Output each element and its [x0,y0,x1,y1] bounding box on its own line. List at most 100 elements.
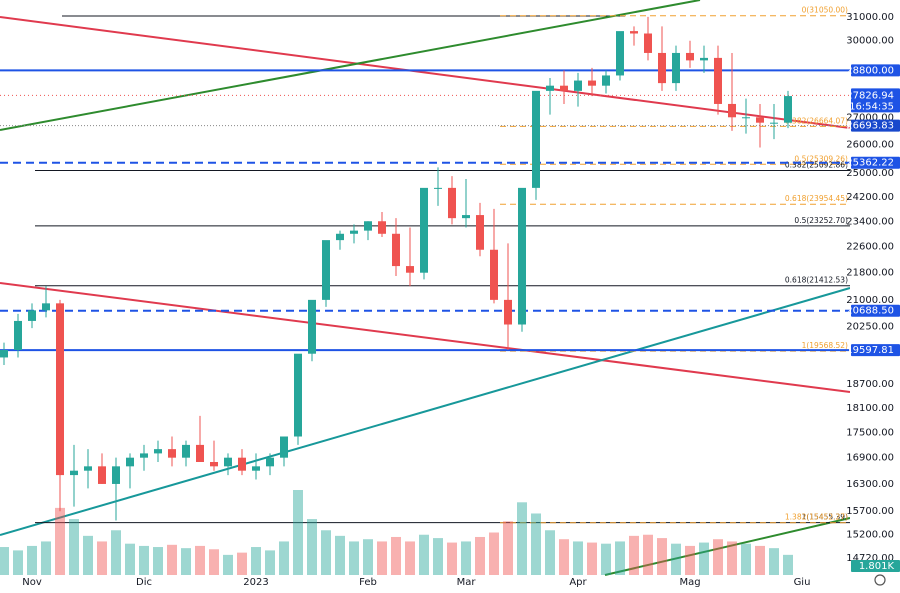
fib-label: 0.618(23954.45) [785,194,848,203]
price-line-label: 19597.81 [846,345,894,356]
y-tick-label: 18100.00 [846,403,894,414]
volume-bar [405,541,415,575]
y-tick-label: 30000.00 [846,36,894,47]
trend-line [0,0,701,131]
volume-bar [629,535,639,575]
volume-bar [573,541,583,575]
candle-body [224,457,232,467]
candle-body [322,240,330,300]
volume-bar [713,539,723,575]
x-tick-label: Dic [136,577,152,588]
x-tick-label: Mar [457,577,477,588]
price-line-label-box [851,304,900,317]
volume-bar [727,541,737,575]
volume-bar [223,554,233,575]
candle-body [0,349,8,358]
volume-bar [545,530,555,575]
candle-body [364,221,372,231]
current-price-label: 27826.94 [846,90,894,101]
candle-body [182,444,190,458]
volume-bar [671,543,681,575]
fib-label: 0.5(23252.70) [794,216,848,225]
y-tick-label: 21800.00 [846,268,894,279]
candle-body [56,303,64,476]
candle-body [14,320,22,350]
candle-body [434,187,442,189]
candle-body [784,96,792,123]
candle-body [742,117,750,119]
volume-label: 1.801K [859,561,895,572]
volume-bar [769,548,779,575]
candle-body [630,31,638,34]
candle-body [70,470,78,476]
volume-bar [657,538,667,575]
volume-bar [307,519,317,575]
candle-body [462,215,470,219]
candle-body [112,466,120,484]
y-tick-label: 22600.00 [846,242,894,253]
candle-body [168,449,176,458]
candle-body [280,436,288,458]
trend-line [604,517,851,576]
y-tick-label: 21000.00 [846,295,894,306]
candle-body [392,233,400,267]
volume-bar [741,543,751,575]
candle-body [476,215,484,250]
volume-bar [461,541,471,575]
volume-bar [55,507,65,575]
x-tick-label: 2023 [243,577,268,588]
y-tick-label: 14720.00 [846,553,894,564]
volume-bar [41,541,51,575]
y-tick-label: 24200.00 [846,192,894,203]
candle-body [238,457,246,471]
y-tick-label: 18700.00 [846,379,894,390]
volume-bar [699,542,709,575]
volume-bar [321,530,331,575]
volume-bar [83,535,93,575]
candle-body [420,187,428,273]
volume-bar [503,521,513,575]
fib-label: 0.382(25092.86) [785,161,848,170]
y-tick-label: 20250.00 [846,321,894,332]
candle-body [196,444,204,462]
x-tick-label: Nov [22,577,42,588]
settings-icon[interactable] [874,574,886,586]
candle-body [294,353,302,437]
candle-body [602,75,610,86]
volume-bar [139,545,149,575]
volume-bar [419,534,429,575]
volume-bar [643,534,653,575]
volume-bar [587,542,597,575]
volume-bar [279,541,289,575]
volume-bar [153,547,163,575]
candle-body [560,85,568,91]
drawings: 0(31050.00)0.382(26664.07)0.5(25309.26)0… [0,0,851,576]
volume-bar [209,549,219,575]
candle-body [140,453,148,458]
volume-bar [97,541,107,575]
candle-body [532,90,540,188]
candle-body [588,80,596,86]
volume-bar [531,513,541,575]
volume-bar [167,544,177,575]
volume-bar [349,541,359,575]
candle-body [756,117,764,123]
y-tick-label: 25000.00 [846,168,894,179]
candle-body [98,466,106,484]
y-tick-label: 26000.00 [846,140,894,151]
y-tick-label: 31000.00 [846,12,894,23]
volume-bar [237,552,247,575]
candle-body [672,52,680,84]
price-line-label-box [851,119,900,132]
x-tick-label: Apr [569,577,587,588]
candle-body [308,299,316,354]
candle-body [546,85,554,91]
y-tick-label: 15700.00 [846,506,894,517]
fib-label: 1(19568.52) [802,341,848,350]
candle-body [574,80,582,91]
trend-line [0,287,851,536]
candle-body [336,233,344,241]
candle-body [448,187,456,219]
current-price-box [851,88,900,113]
volume-bar [251,547,261,575]
